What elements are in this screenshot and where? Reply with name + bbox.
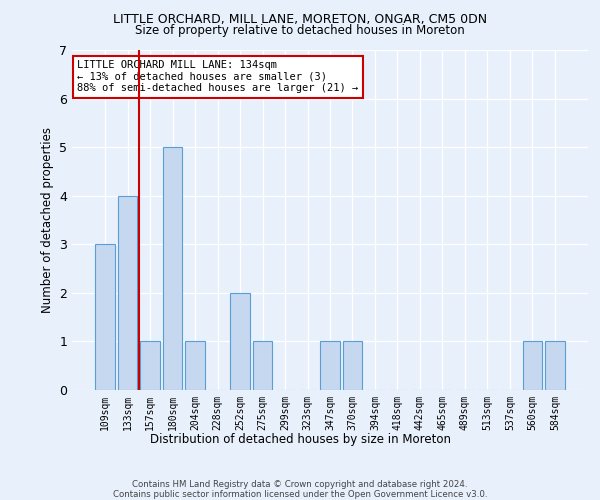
Bar	[185, 342, 205, 390]
Bar	[140, 342, 160, 390]
Y-axis label: Number of detached properties: Number of detached properties	[41, 127, 53, 313]
Bar	[320, 342, 340, 390]
Text: Distribution of detached houses by size in Moreton: Distribution of detached houses by size …	[149, 432, 451, 446]
Text: Contains HM Land Registry data © Crown copyright and database right 2024.
Contai: Contains HM Land Registry data © Crown c…	[113, 480, 487, 500]
Bar	[253, 342, 272, 390]
Bar	[545, 342, 565, 390]
Bar	[343, 342, 362, 390]
Text: LITTLE ORCHARD MILL LANE: 134sqm
← 13% of detached houses are smaller (3)
88% of: LITTLE ORCHARD MILL LANE: 134sqm ← 13% o…	[77, 60, 358, 94]
Bar	[163, 147, 182, 390]
Bar	[95, 244, 115, 390]
Text: LITTLE ORCHARD, MILL LANE, MORETON, ONGAR, CM5 0DN: LITTLE ORCHARD, MILL LANE, MORETON, ONGA…	[113, 12, 487, 26]
Bar	[523, 342, 542, 390]
Text: Size of property relative to detached houses in Moreton: Size of property relative to detached ho…	[135, 24, 465, 37]
Bar	[230, 293, 250, 390]
Bar	[118, 196, 137, 390]
